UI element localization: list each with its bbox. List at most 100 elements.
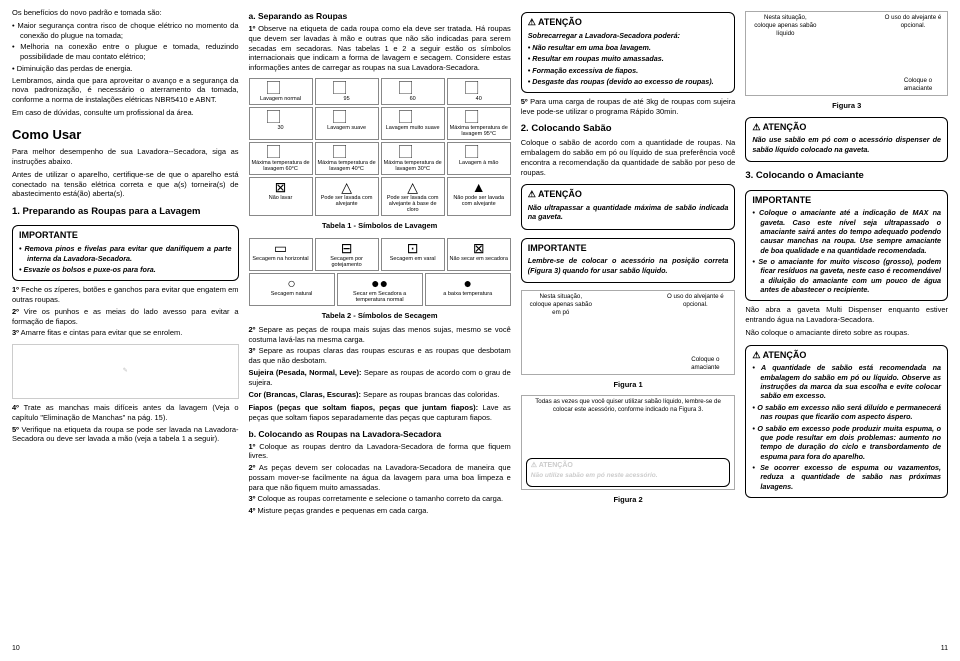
para: Cor (Brancas, Claras, Escuras): Separe a… (249, 390, 511, 400)
box-item: Desgaste das roupas (devido ao excesso d… (528, 77, 729, 86)
figure-3: Nesta situação,coloque apenas sabãolíqui… (745, 11, 948, 96)
symbol-cell: ○Secagem natural (249, 273, 335, 306)
para: Sujeira (Pesada, Normal, Leve): Separe a… (249, 368, 511, 388)
clothes-illustration: ✎ (12, 344, 239, 399)
symbol-cell: ⃞Lavagem suave (315, 107, 379, 140)
box-title: IMPORTANTE (752, 195, 941, 207)
step: 4º Misture peças grandes e pequenas em c… (249, 506, 511, 516)
column-2: a. Separando as Roupas 1º Observe na eti… (249, 8, 511, 653)
heading-sabao: 2. Colocando Sabão (521, 123, 736, 135)
symbol-cell: ●a baixa temperatura (425, 273, 511, 306)
box-item: Se ocorrer excesso de espuma ou vazament… (752, 463, 941, 491)
box-item: Resultar em roupas muito amassadas. (528, 54, 729, 63)
box-title: ATENÇÃO (528, 17, 729, 29)
step: 1º Observe na etiqueta de cada roupa com… (249, 24, 511, 73)
box-item: A quantidade de sabão está recomendada n… (752, 363, 941, 400)
column-3: ATENÇÃO Sobrecarregar a Lavadora-Secador… (521, 8, 736, 653)
symbol-cell: ⃞Máxima temperatura de lavagem 30°C (381, 142, 445, 175)
step: 4º Trate as manchas mais difíceis antes … (12, 403, 239, 423)
step: 1º Feche os zíperes, botões e ganchos pa… (12, 285, 239, 305)
box-text: Lembre-se de colocar o acessório na posi… (528, 256, 729, 275)
box-title: IMPORTANTE (19, 230, 232, 242)
box-title: ATENÇÃO (528, 189, 729, 201)
benefit-item: Diminuição das perdas de energia. (12, 64, 239, 74)
para: Coloque o sabão de acordo com a quantida… (521, 138, 736, 177)
symbol-cell: △Pode ser lavada com alvejante (315, 177, 379, 216)
step: 2º Vire os punhos e as meias do lado ave… (12, 307, 239, 327)
symbol-cell: ⃞Lavagem normal (249, 78, 313, 105)
box-title: ATENÇÃO (752, 350, 941, 362)
heading-preparando: 1. Preparando as Roupas para a Lavagem (12, 206, 239, 218)
symbol-cell: ⃞95 (315, 78, 379, 105)
dry-symbols-table: ▭Secagem na horizontal⊟Secagem por gotej… (249, 238, 511, 306)
box-item: Esvazie os bolsos e puxe-os para fora. (19, 265, 232, 274)
symbol-cell: ⊟Secagem por gotejamento (315, 238, 379, 271)
box-item: Se o amaciante for muito viscoso (grosso… (752, 257, 941, 294)
step: 3º Coloque as roupas corretamente e sele… (249, 494, 511, 504)
step: 5º Para uma carga de roupas de até 3kg d… (521, 97, 736, 117)
para: Lembramos, ainda que para aproveitar o a… (12, 76, 239, 105)
heading-colocando-roupas: b. Colocando as Roupas na Lavadora-Secad… (249, 429, 511, 440)
column-1: Os benefícios do novo padrão e tomada sã… (12, 8, 239, 653)
figure-1-caption: Figura 1 (521, 380, 736, 390)
box-item: Coloque o amaciante até a indicação de M… (752, 208, 941, 255)
table-caption-1: Tabela 1 - Símbolos de Lavagem (249, 221, 511, 231)
heading-como-usar: Como Usar (12, 127, 239, 144)
symbol-cell: ⃞Máxima temperatura de lavagem 60°C (249, 142, 313, 175)
figure-1: Nesta situação,coloque apenas sabãoem pó… (521, 290, 736, 375)
para: Em caso de dúvidas, consulte um profissi… (12, 108, 239, 118)
atencao-box-1: ATENÇÃO Sobrecarregar a Lavadora-Secador… (521, 12, 736, 93)
step: 2º As peças devem ser colocadas na Lavad… (249, 463, 511, 492)
heading-amaciante: 3. Colocando o Amaciante (745, 170, 948, 182)
column-4: Nesta situação,coloque apenas sabãolíqui… (745, 8, 948, 653)
box-intro: Sobrecarregar a Lavadora-Secadora poderá… (528, 31, 729, 40)
box-item: Formação excessiva de fiapos. (528, 66, 729, 75)
heading-separando: a. Separando as Roupas (249, 11, 511, 22)
box-item: Remova pinos e fivelas para evitar que d… (19, 244, 232, 263)
para: Não coloque o amaciante direto sobre as … (745, 328, 948, 338)
box-text: Não use sabão em pó com o acessório disp… (752, 135, 941, 154)
para: Não abra a gaveta Multi Dispenser enquan… (745, 305, 948, 325)
symbol-cell: ⊡Secagem em varal (381, 238, 445, 271)
benefit-item: Maior segurança contra risco de choque e… (12, 21, 239, 41)
symbol-cell: ⃞30 (249, 107, 313, 140)
symbol-cell: ⃞Máxima temperatura de lavagem 95°C (447, 107, 511, 140)
symbol-cell: ●●Secar em Secadora a temperatura normal (337, 273, 423, 306)
figure-2: Todas as vezes que você quiser utilizar … (521, 395, 736, 490)
box-title: IMPORTANTE (528, 243, 729, 255)
page-number: 11 (745, 644, 948, 653)
box-item: O sabão em excesso não será diluído e pe… (752, 403, 941, 422)
table-caption-2: Tabela 2 - Símbolos de Secagem (249, 311, 511, 321)
step: 2º Separe as peças de roupa mais sujas d… (249, 325, 511, 345)
para: Para melhor desempenho de sua Lavadora--… (12, 147, 239, 167)
benefit-item: Melhoria na conexão entre o plugue e tom… (12, 42, 239, 62)
page-number: 10 (12, 644, 239, 653)
symbol-cell: ⃞40 (447, 78, 511, 105)
symbol-cell: ⃞60 (381, 78, 445, 105)
importante-box: IMPORTANTE Remova pinos e fivelas para e… (12, 225, 239, 281)
symbol-cell: ⃞Lavagem muito suave (381, 107, 445, 140)
importante-box-3: IMPORTANTE Coloque o amaciante até a ind… (745, 190, 948, 302)
step: 3º Amarre fitas e cintas para evitar que… (12, 328, 239, 338)
para: Antes de utilizar o aparelho, certifique… (12, 170, 239, 199)
wash-symbols-table: ⃞Lavagem normal⃞95⃞60⃞40⃞30⃞Lavagem suav… (249, 78, 511, 216)
symbol-cell: △Pode ser lavada com alvejante à base de… (381, 177, 445, 216)
step: 1º Coloque as roupas dentro da Lavadora-… (249, 442, 511, 462)
symbol-cell: ▭Secagem na horizontal (249, 238, 313, 271)
benefits-list: Maior segurança contra risco de choque e… (12, 21, 239, 76)
box-item: O sabão em excesso pode produzir muita e… (752, 424, 941, 461)
step: 5º Verifique na etiqueta da roupa se pod… (12, 425, 239, 445)
symbol-cell: ⃞Lavagem à mão (447, 142, 511, 175)
intro-text: Os benefícios do novo padrão e tomada sã… (12, 8, 239, 18)
symbol-cell: ⊠Não secar em secadora (447, 238, 511, 271)
symbol-cell: ⊠Não lavar (249, 177, 313, 216)
figure-3-caption: Figura 3 (745, 101, 948, 111)
figure-2-caption: Figura 2 (521, 495, 736, 505)
box-text: Não ultrapassar a quantidade máxima de s… (528, 203, 729, 222)
importante-box-2: IMPORTANTE Lembre-se de colocar o acessó… (521, 238, 736, 283)
symbol-cell: ▲Não pode ser lavada com alvejante (447, 177, 511, 216)
atencao-box-4: ATENÇÃO Não use sabão em pó com o acessó… (745, 117, 948, 162)
atencao-box-5: ATENÇÃO A quantidade de sabão está recom… (745, 345, 948, 498)
box-title: ATENÇÃO (752, 122, 941, 134)
symbol-cell: ⃞Máxima temperatura de lavagem 40°C (315, 142, 379, 175)
